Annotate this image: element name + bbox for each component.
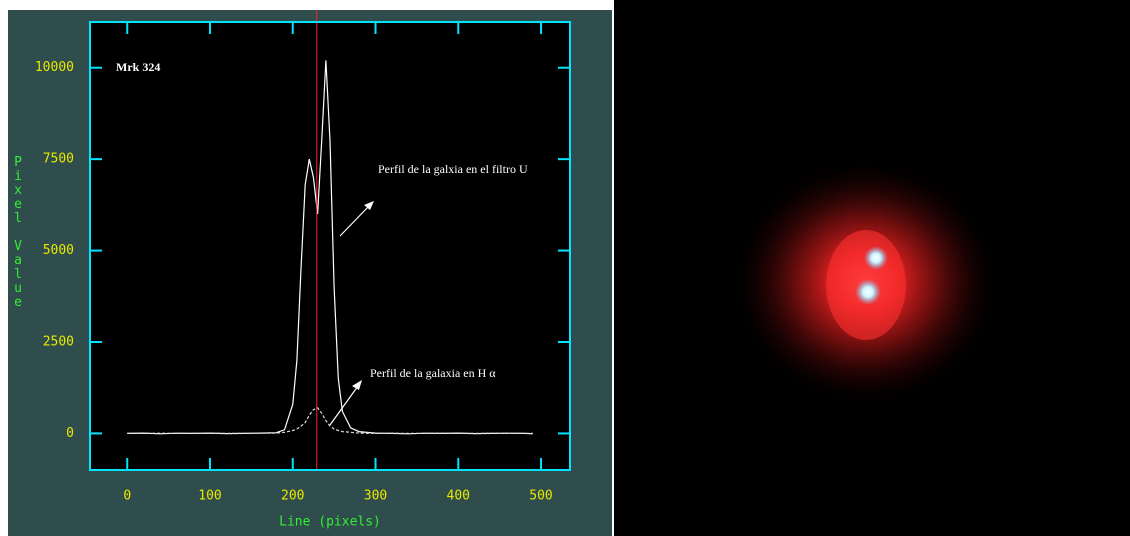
y-tick-label: 10000 <box>35 60 74 75</box>
annotation: Mrk 324 <box>116 60 160 74</box>
x-tick-label: 100 <box>198 489 221 504</box>
x-axis-label: Line (pixels) <box>279 515 381 530</box>
arrow <box>329 385 359 426</box>
galaxy-knot <box>864 246 888 270</box>
y-tick-label: 5000 <box>43 243 74 258</box>
x-tick-label: 300 <box>364 489 387 504</box>
galaxy-knot <box>855 279 881 305</box>
arrow-head <box>364 201 374 210</box>
y-axis-label: Pixel Value <box>11 155 26 309</box>
axis-frame <box>89 21 571 471</box>
x-tick-label: 0 <box>123 489 131 504</box>
x-tick-label: 500 <box>529 489 552 504</box>
data-line <box>127 407 533 435</box>
y-tick-label: 7500 <box>43 152 74 167</box>
arrow <box>339 204 371 237</box>
annotation: Perfil de la galxia en el filtro U <box>378 162 528 176</box>
x-tick-label: 400 <box>447 489 470 504</box>
arrow-head <box>352 380 362 390</box>
y-tick-label: 2500 <box>43 335 74 350</box>
annotation: Perfil de la galaxia en H α <box>370 366 496 380</box>
y-tick-label: 0 <box>66 426 74 441</box>
x-tick-label: 200 <box>281 489 304 504</box>
plot-area <box>90 22 570 470</box>
